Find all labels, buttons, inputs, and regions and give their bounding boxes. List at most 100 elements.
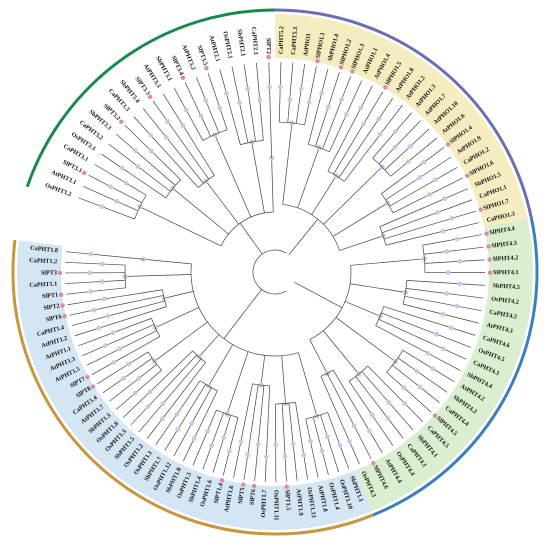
bootstrap-dot <box>448 325 454 331</box>
leaf-branch <box>123 350 193 418</box>
leaf-branch <box>397 357 448 393</box>
bootstrap-dot <box>164 134 169 140</box>
leaf-branch <box>212 415 232 473</box>
clade-arc-pht3 <box>25 8 276 188</box>
bootstrap-dot <box>102 343 108 349</box>
leaf-branch <box>338 97 394 178</box>
leaf-branch <box>381 199 473 234</box>
leaf-branch <box>322 75 352 149</box>
leaf-branch <box>264 385 271 482</box>
leaf-branch <box>78 197 135 220</box>
leaf-branch <box>138 358 202 433</box>
bootstrap-dot <box>238 439 244 444</box>
leaf-branch <box>66 287 126 295</box>
bootstrap-dot <box>175 427 181 432</box>
group-branch <box>139 206 222 247</box>
leaf-branch <box>332 369 383 453</box>
bootstrap-dot <box>351 423 357 429</box>
bootstrap-dot <box>385 416 391 421</box>
root-arc <box>252 249 287 295</box>
group-join-arc <box>165 179 181 198</box>
bootstrap-dot <box>339 97 345 102</box>
leaf-branch <box>67 289 163 306</box>
leaf-label: OsPHT1.7 <box>260 490 268 518</box>
leaf-branch <box>268 62 272 159</box>
highlight-marker <box>445 142 451 147</box>
highlight-marker <box>315 59 320 64</box>
highlight-marker <box>57 270 63 276</box>
bootstrap-dot <box>205 428 210 434</box>
leaf-branch <box>404 295 482 312</box>
leaf-branch <box>326 373 372 459</box>
highlight-marker <box>266 54 271 60</box>
leaf-branch <box>327 85 373 172</box>
group-branch <box>344 301 381 317</box>
bootstrap-dot <box>405 159 411 165</box>
group-branch <box>339 235 384 251</box>
leaf-branch <box>320 376 360 465</box>
group-join-arc <box>216 409 239 418</box>
leaf-branch <box>164 384 206 451</box>
leaf-branch <box>320 414 339 473</box>
clade-arc-pht4 <box>372 217 539 517</box>
group-branch <box>154 321 208 362</box>
leaf-label: SlPHT4.2 <box>492 254 518 262</box>
bootstrap-dot <box>358 105 364 111</box>
group-branch <box>322 330 360 375</box>
bootstrap-dot <box>440 346 446 352</box>
group-branch <box>172 188 229 235</box>
bootstrap-dot <box>457 258 463 264</box>
bootstrap-dot <box>301 452 307 458</box>
leaf-branch <box>304 66 317 126</box>
bootstrap-dot <box>221 434 227 440</box>
leaf-label: SlPT6 <box>249 489 258 506</box>
clade-stem <box>223 289 262 339</box>
clade-arc-pho1 <box>274 8 533 218</box>
bootstrap-dot <box>126 361 131 367</box>
leaf-branch <box>385 222 480 246</box>
bootstrap-dot <box>298 86 304 92</box>
bootstrap-dot <box>121 375 127 381</box>
highlight-marker <box>90 384 96 389</box>
bootstrap-dot <box>427 192 433 197</box>
bootstrap-dot <box>337 442 343 448</box>
leaf-branch <box>102 357 153 393</box>
bootstrap-dot <box>124 180 129 186</box>
bootstrap-dot <box>414 368 420 374</box>
highlight-marker <box>487 257 492 262</box>
highlight-marker <box>241 482 246 487</box>
group-branch <box>208 344 233 387</box>
group-branch <box>335 317 396 362</box>
leaf-branch <box>343 104 403 182</box>
leaf-branch <box>133 116 199 188</box>
clade-stem <box>239 222 263 255</box>
leaf-branch <box>333 91 384 175</box>
leaf-label: OsPHT1.13 <box>305 487 317 518</box>
tree-branches <box>65 62 486 482</box>
bootstrap-dot <box>105 313 111 319</box>
group-branch <box>323 166 383 225</box>
leaf-label: CaPHT5.3 <box>290 27 299 56</box>
leaf-branch <box>386 371 432 413</box>
group-branch <box>205 180 240 225</box>
highlight-marker <box>486 244 491 249</box>
group-branch <box>311 175 337 215</box>
bootstrap-dot <box>209 443 214 449</box>
bootstrap-dot <box>277 84 283 90</box>
leaf-branch <box>406 280 485 286</box>
bootstrap-dot <box>434 331 439 337</box>
leaf-branch <box>390 137 437 177</box>
bootstrap-dot <box>445 270 451 275</box>
leaf-label: OsPHT4.2 <box>491 296 519 306</box>
group-branch <box>260 355 266 386</box>
bootstrap-dot <box>101 296 107 302</box>
bootstrap-dot <box>203 98 209 103</box>
leaf-branch <box>381 147 445 194</box>
leaf-branch <box>222 417 239 476</box>
bootstrap-dot <box>444 291 450 296</box>
bootstrap-dot <box>282 454 288 460</box>
leaf-label: CaPHT1.8 <box>30 245 59 255</box>
bootstrap-dot <box>217 105 223 111</box>
leaf-branch <box>381 312 472 348</box>
bootstrap-dot <box>183 107 189 113</box>
